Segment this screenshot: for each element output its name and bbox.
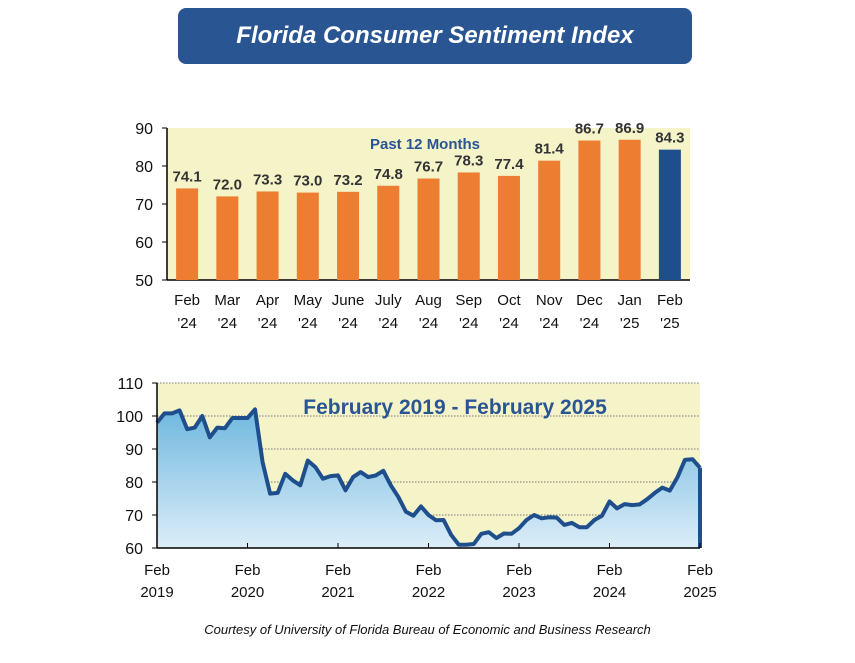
x-tick-label: Nov (536, 292, 563, 309)
bar (417, 178, 440, 280)
y-tick-label: 60 (125, 541, 143, 558)
x-tick-label: Feb (325, 562, 351, 579)
y-tick-label: 70 (125, 508, 143, 525)
x-tick-label: '24 (258, 315, 278, 332)
bar (256, 191, 279, 280)
x-tick-label: June (332, 292, 365, 309)
x-tick-label: Feb (416, 562, 442, 579)
data-label: 77.4 (494, 156, 524, 173)
chart-title: Florida Consumer Sentiment Index (236, 22, 634, 49)
x-tick-label: '24 (378, 315, 398, 332)
data-label: 81.4 (535, 141, 565, 158)
y-tick-label: 60 (135, 235, 153, 252)
area-fill (157, 409, 700, 548)
bar (578, 140, 601, 280)
y-tick-label: 80 (125, 475, 143, 492)
x-tick-label: Sep (455, 292, 482, 309)
x-tick-label: '24 (419, 315, 439, 332)
line-chart: 60 70 80 90 100 110 Feb 2019 Feb 2020 Feb 2021 Feb 20… (116, 376, 716, 601)
data-label: 78.3 (454, 152, 483, 169)
x-tick-label: '24 (539, 315, 559, 332)
x-tick-label: Oct (497, 292, 521, 309)
line-chart-title: February 2019 - February 2025 (303, 396, 607, 419)
y-tick-label: 100 (116, 409, 143, 426)
data-label: 73.2 (333, 172, 362, 189)
y-tick-label: 50 (135, 273, 153, 290)
bar-chart-title: Past 12 Months (370, 136, 480, 153)
y-tick-label: 90 (125, 442, 143, 459)
x-tick-label: '25 (660, 315, 680, 332)
bar (216, 196, 239, 280)
bar (296, 192, 319, 280)
x-tick-label: '24 (580, 315, 600, 332)
x-tick-label: '24 (218, 315, 238, 332)
x-tick-label: '25 (620, 315, 640, 332)
bar (618, 139, 641, 280)
bar (538, 160, 561, 280)
y-tick-label: 80 (135, 159, 153, 176)
x-tick-label: '24 (459, 315, 479, 332)
data-label: 73.0 (293, 173, 322, 190)
x-tick-label: Feb (657, 292, 683, 309)
data-label: 84.3 (655, 130, 684, 147)
x-tick-label: 2024 (593, 584, 626, 601)
x-tick-label: Feb (687, 562, 713, 579)
bar-chart: 50 60 70 80 90 74.1 Feb '24 72.0 Mar '24 73.3 Apr '24… (135, 120, 690, 332)
title-banner: Florida Consumer Sentiment Index (178, 8, 692, 64)
x-tick-label: Aug (415, 292, 442, 309)
y-tick-label: 90 (135, 121, 153, 138)
x-tick-label: 2023 (502, 584, 535, 601)
credit-note: Courtesy of University of Florida Bureau… (204, 622, 651, 637)
x-tick-label: 2025 (683, 584, 716, 601)
x-tick-label: Feb (174, 292, 200, 309)
x-tick-label: Mar (214, 292, 240, 309)
data-label: 74.1 (173, 168, 202, 185)
data-label: 73.3 (253, 171, 282, 188)
x-tick-label: '24 (338, 315, 358, 332)
x-tick-label: Feb (235, 562, 261, 579)
x-tick-label: Dec (576, 292, 603, 309)
series-line (155, 407, 702, 547)
x-tick-label: Jan (618, 292, 642, 309)
data-label: 74.8 (374, 166, 403, 183)
bar (337, 191, 360, 280)
x-tick-label: Feb (144, 562, 170, 579)
x-tick-label: '24 (298, 315, 318, 332)
data-label: 72.0 (213, 176, 242, 193)
x-tick-label: July (375, 292, 402, 309)
bar (457, 172, 480, 280)
bar (176, 188, 199, 280)
data-label: 76.7 (414, 159, 443, 176)
y-tick-label: 110 (117, 376, 143, 393)
data-label: 86.7 (575, 121, 604, 138)
x-tick-label: Apr (256, 292, 279, 309)
x-tick-label: May (294, 292, 323, 309)
x-tick-label: Feb (597, 562, 623, 579)
y-tick-label: 70 (135, 197, 153, 214)
data-label: 86.9 (615, 120, 644, 137)
x-tick-label: '24 (177, 315, 197, 332)
x-tick-label: Feb (506, 562, 532, 579)
x-tick-label: 2021 (321, 584, 354, 601)
x-tick-label: 2019 (140, 584, 173, 601)
x-tick-label: 2022 (412, 584, 445, 601)
x-tick-label: '24 (499, 315, 519, 332)
bar (497, 175, 520, 280)
bar (658, 149, 681, 280)
x-tick-label: 2020 (231, 584, 264, 601)
bar (377, 185, 400, 280)
